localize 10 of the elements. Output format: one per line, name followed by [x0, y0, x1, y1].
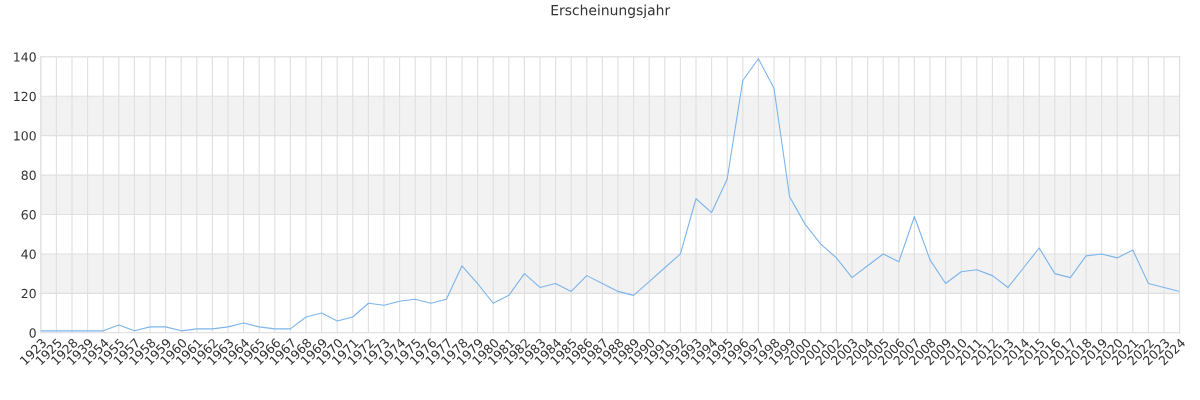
y-tick-label: 140	[14, 52, 36, 62]
y-tick-label: 80	[21, 170, 36, 181]
y-tick-label: 100	[14, 131, 36, 141]
y-tick-label: 120	[14, 91, 36, 102]
y-tick-label: 0	[29, 328, 36, 338]
chart-title: Erscheinungsjahr	[551, 4, 671, 19]
line-series	[40, 58, 1180, 332]
y-tick-label: 40	[21, 249, 36, 259]
y-tick-label: 60	[21, 209, 36, 220]
y-tick-label: 20	[21, 288, 36, 299]
